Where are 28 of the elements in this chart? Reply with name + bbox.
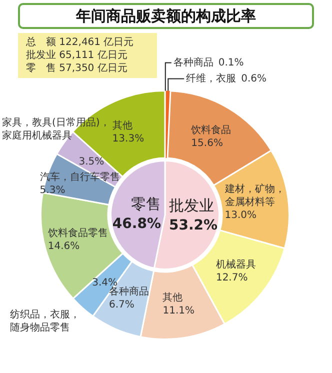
slice-label: 纤维，衣服 — [186, 72, 236, 84]
slice-label: 零售 — [131, 195, 161, 214]
slice-label: 其他 — [112, 119, 132, 132]
slice-label: 纺织品，衣服，随身物品零售 — [10, 308, 80, 334]
data-label: 0.1% — [218, 57, 244, 68]
data-label: 14.6% — [48, 240, 80, 252]
chart-title: 年间商品贩卖额的构成比率 — [18, 3, 314, 29]
data-label: 12.7% — [216, 272, 248, 284]
text: 零 售 57,350 亿日元 — [26, 62, 128, 75]
slice-label: 饮料食品 — [190, 124, 232, 136]
text: 批发业 65,111 亿日元 — [26, 49, 128, 62]
slice-label: 饮料食品零售 — [46, 226, 108, 239]
data-label: 15.6% — [191, 138, 223, 150]
slice-label: 建材，矿物，金属材料等 — [224, 183, 285, 208]
data-label: 0.6% — [241, 73, 267, 84]
slice-label: 批发业 — [169, 196, 214, 215]
text: 总 额 122,461 亿日元 — [26, 36, 135, 49]
slice-label: 机械器具 — [216, 258, 256, 270]
data-label: 6.7% — [108, 299, 134, 310]
data-label: 3.5% — [78, 156, 104, 168]
data-label: 13.0% — [224, 210, 257, 222]
slice-label: 其他 — [162, 292, 183, 304]
data-label: 13.3% — [112, 133, 144, 144]
slice-label: 各种商品 — [173, 56, 214, 68]
data-label: 46.8% — [112, 216, 161, 232]
data-label: 11.1% — [162, 306, 195, 317]
data-label: 53.2% — [169, 217, 218, 234]
slice-label: 各种商品 — [108, 285, 149, 298]
